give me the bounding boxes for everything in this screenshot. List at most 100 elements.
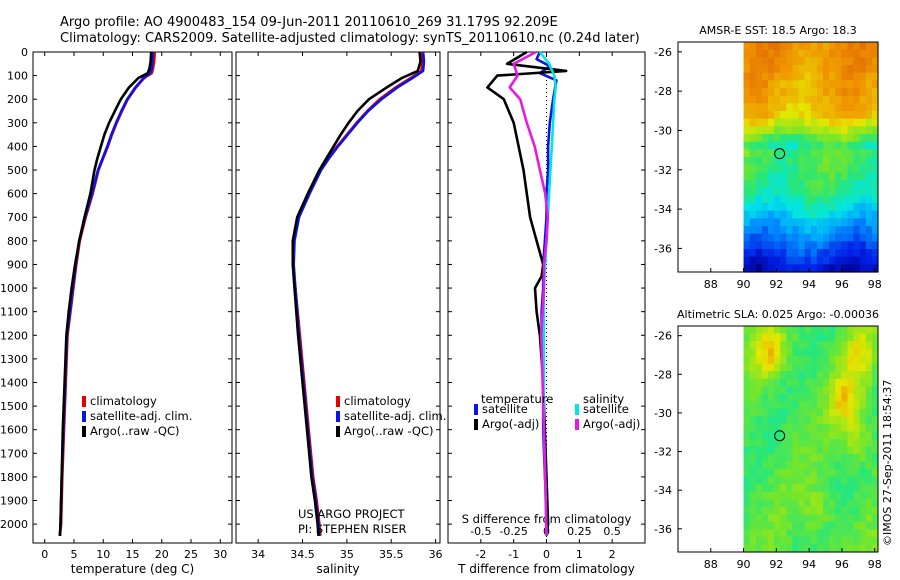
- heatmap-cell: [835, 386, 842, 395]
- heatmap-cell: [768, 326, 775, 335]
- heatmap-cell: [761, 126, 769, 135]
- heatmap-cell: [786, 371, 794, 380]
- heatmap-cell: [859, 506, 867, 515]
- heatmap-cell: [865, 416, 873, 425]
- heatmap-cell: [853, 446, 861, 455]
- heatmap-cell: [841, 180, 849, 189]
- heatmap-cell: [853, 172, 861, 181]
- heatmap-cell: [792, 111, 800, 120]
- legend-swatch: [575, 419, 579, 430]
- heatmap-cell: [804, 514, 812, 523]
- heatmap-cell: [761, 371, 769, 380]
- heatmap-cell: [810, 218, 818, 227]
- heatmap-cell: [847, 408, 855, 417]
- heatmap-cell: [816, 491, 824, 500]
- heatmap-cell: [810, 371, 818, 380]
- heatmap-cell: [853, 195, 861, 204]
- heatmap-cell: [804, 141, 812, 150]
- heatmap-cell: [798, 157, 806, 166]
- heatmap-cell: [798, 393, 806, 402]
- heatmap-cell: [780, 80, 787, 89]
- heatmap-cell: [853, 49, 861, 58]
- heatmap-cell: [829, 431, 836, 440]
- heatmap-cell: [743, 49, 751, 58]
- heatmap-cell: [865, 256, 873, 265]
- x-tick-label: 98: [868, 278, 882, 291]
- heatmap-cell: [835, 521, 842, 530]
- heatmap-cell: [829, 408, 836, 417]
- heatmap-cell: [823, 408, 830, 417]
- heatmap-cell: [768, 42, 775, 51]
- heatmap-cell: [841, 386, 849, 395]
- heatmap-cell: [871, 210, 879, 219]
- y-tick-label: 1200: [0, 329, 28, 342]
- heatmap-cell: [847, 416, 855, 425]
- heatmap-cell: [749, 72, 757, 81]
- heatmap-cell: [743, 126, 751, 135]
- heatmap-cell: [823, 499, 830, 508]
- heatmap-cell: [841, 203, 849, 212]
- heatmap-cell: [841, 408, 849, 417]
- heatmap-cell: [749, 49, 757, 58]
- heatmap-cell: [749, 514, 757, 523]
- heatmap-cell: [810, 401, 818, 410]
- heatmap-cell: [792, 95, 800, 104]
- heatmap-cell: [786, 134, 794, 143]
- heatmap-cell: [841, 65, 849, 74]
- y-tick-label: 600: [7, 188, 28, 201]
- heatmap-cell: [804, 446, 812, 455]
- heatmap-cell: [835, 42, 842, 51]
- heatmap-cell: [853, 264, 861, 273]
- heatmap-cell: [865, 423, 873, 433]
- heatmap-cell: [792, 42, 800, 51]
- heatmap-cell: [829, 241, 836, 250]
- heatmap-cell: [829, 88, 836, 97]
- heatmap-cell: [816, 172, 824, 181]
- heatmap-cell: [871, 233, 879, 242]
- x-tick-label: 88: [704, 558, 718, 571]
- heatmap-cell: [804, 57, 812, 66]
- y-tick-label: 1900: [0, 495, 28, 508]
- heatmap-cell: [804, 226, 812, 235]
- heatmap-cell: [816, 416, 824, 425]
- heatmap-cell: [768, 164, 775, 173]
- heatmap-cell: [755, 484, 763, 493]
- heatmap-cell: [768, 499, 775, 508]
- heatmap-cell: [847, 506, 855, 515]
- heatmap-cell: [761, 157, 769, 166]
- heatmap-cell: [829, 476, 836, 485]
- x-tick-label: 0: [543, 548, 550, 561]
- heatmap-cell: [743, 536, 751, 546]
- heatmap-cell: [780, 180, 787, 189]
- heatmap-cell: [865, 393, 873, 402]
- heatmap-cell: [804, 49, 812, 58]
- heatmap-cell: [798, 49, 806, 58]
- heatmap-cell: [841, 378, 849, 387]
- heatmap-cell: [810, 378, 818, 387]
- x-tick-label: 10: [96, 548, 110, 561]
- heatmap-cell: [829, 401, 836, 410]
- heatmap-cell: [823, 431, 830, 440]
- x-tick-label: 35.5: [379, 548, 404, 561]
- y-tick-label: -30: [654, 407, 672, 420]
- heatmap-cell: [859, 249, 867, 258]
- heatmap-cell: [755, 333, 763, 342]
- heatmap-cell: [823, 333, 830, 342]
- heatmap-cell: [743, 431, 751, 440]
- legend-swatch: [82, 411, 86, 422]
- heatmap-cell: [743, 149, 751, 158]
- heatmap-cell: [804, 469, 812, 478]
- heatmap-cell: [798, 371, 806, 380]
- heatmap-cell: [780, 218, 787, 227]
- legend-swatch: [575, 404, 579, 415]
- heatmap-cell: [755, 195, 763, 204]
- heatmap-cell: [761, 499, 769, 508]
- heatmap-cell: [798, 348, 806, 357]
- heatmap-cell: [774, 439, 781, 448]
- heatmap-cell: [749, 393, 757, 402]
- heatmap-cell: [749, 233, 757, 242]
- heatmap-cell: [835, 180, 842, 189]
- heatmap-cell: [798, 218, 806, 227]
- heatmap-cell: [761, 249, 769, 258]
- heatmap-cell: [841, 226, 849, 235]
